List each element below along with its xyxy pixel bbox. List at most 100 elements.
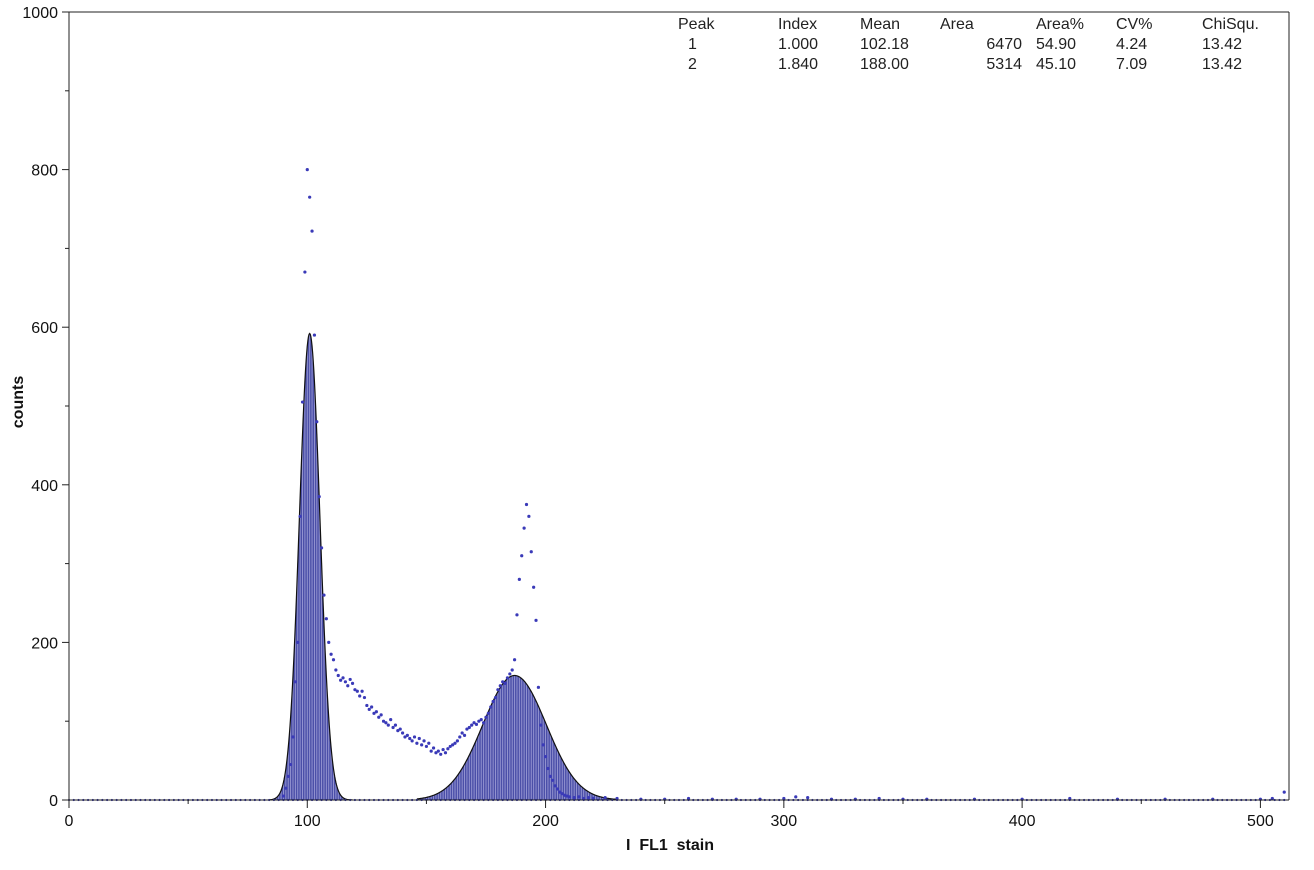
x-tick-label: 100 (294, 813, 321, 830)
data-point (434, 751, 438, 755)
y-tick-label: 400 (31, 478, 58, 495)
data-point (439, 752, 443, 756)
data-point (308, 195, 312, 199)
data-point (501, 680, 505, 684)
peak-1-fill (269, 333, 353, 800)
data-point (436, 749, 440, 753)
data-point (551, 778, 555, 782)
data-point (534, 618, 538, 622)
data-point (794, 795, 798, 799)
data-point (532, 585, 536, 589)
header-area-pct: Area% (1036, 16, 1085, 33)
cell-chisqu: 13.42 (1202, 36, 1243, 53)
data-point (348, 677, 352, 682)
data-point (341, 676, 345, 680)
data-point (393, 723, 398, 727)
data-point (543, 755, 548, 759)
data-point (377, 715, 381, 719)
data-point (386, 723, 390, 727)
data-point (427, 741, 431, 745)
data-point (281, 794, 286, 798)
data-point (293, 680, 297, 684)
data-point (555, 787, 560, 791)
data-point (443, 751, 448, 755)
stats-row: 1 1.000 102.18 6470 54.90 4.24 13.42 (672, 35, 1292, 55)
header-peak: Peak (678, 16, 715, 33)
data-point (286, 774, 290, 778)
y-tick-label: 800 (31, 163, 58, 180)
data-point (441, 747, 445, 752)
data-point (517, 577, 521, 581)
x-tick-label: 500 (1247, 813, 1274, 830)
data-point (567, 795, 571, 799)
data-point (877, 796, 881, 801)
data-point (782, 796, 786, 801)
data-point (496, 688, 500, 692)
data-point (541, 743, 545, 747)
data-point (529, 550, 533, 554)
data-point (482, 721, 486, 725)
data-point (289, 762, 293, 767)
data-point (346, 684, 350, 688)
data-point (300, 400, 305, 404)
data-point (384, 721, 388, 725)
stats-header-row: Peak Index Mean Area Area% CV% ChiSqu. (672, 15, 1292, 35)
data-point (331, 658, 336, 662)
data-point (1270, 796, 1274, 801)
data-point (312, 333, 317, 337)
data-point (686, 796, 691, 801)
data-point (372, 711, 376, 715)
cell-cv-pct: 4.24 (1116, 36, 1148, 53)
y-tick-label: 0 (49, 793, 58, 810)
data-point (417, 736, 421, 741)
data-point (465, 727, 469, 731)
cell-mean: 188.00 (860, 56, 909, 73)
data-point (520, 554, 524, 558)
data-point (586, 796, 591, 800)
data-point (470, 723, 474, 727)
data-point (415, 741, 419, 745)
data-point (460, 731, 464, 735)
peak-2-fit-curve (416, 674, 618, 800)
data-point (527, 514, 531, 518)
data-point (284, 786, 288, 790)
cell-peak: 2 (688, 56, 697, 73)
data-point (350, 681, 355, 685)
data-point (400, 731, 405, 735)
data-point (298, 514, 302, 518)
stats-row: 2 1.840 188.00 5314 45.10 7.09 13.42 (672, 55, 1292, 75)
data-point (374, 710, 378, 714)
data-point (479, 718, 483, 722)
cell-index: 1.000 (778, 36, 819, 53)
data-point (558, 790, 562, 794)
data-point (296, 640, 300, 645)
data-point (491, 699, 495, 704)
cell-area: 5314 (986, 56, 1022, 73)
data-point (319, 546, 324, 550)
header-index: Index (778, 16, 818, 33)
data-point (405, 733, 409, 737)
data-point (484, 715, 488, 719)
data-points (67, 168, 1286, 802)
data-point (343, 680, 348, 684)
data-point (367, 707, 371, 711)
data-point (560, 792, 564, 796)
data-point (515, 613, 519, 617)
data-point (398, 727, 402, 731)
header-mean: Mean (860, 16, 901, 33)
data-point (451, 743, 455, 747)
data-point (322, 593, 326, 597)
y-axis-title: counts (10, 376, 27, 429)
data-point (508, 672, 512, 676)
data-point (467, 725, 471, 730)
data-point (362, 695, 367, 700)
cell-area-pct: 45.10 (1036, 56, 1077, 73)
data-point (360, 689, 364, 693)
data-point (510, 668, 514, 672)
data-point (324, 617, 328, 621)
data-point (422, 739, 426, 743)
y-tick-label: 600 (31, 320, 58, 337)
data-point (365, 703, 369, 708)
data-point (429, 749, 433, 753)
y-tick-label: 1000 (22, 5, 58, 22)
